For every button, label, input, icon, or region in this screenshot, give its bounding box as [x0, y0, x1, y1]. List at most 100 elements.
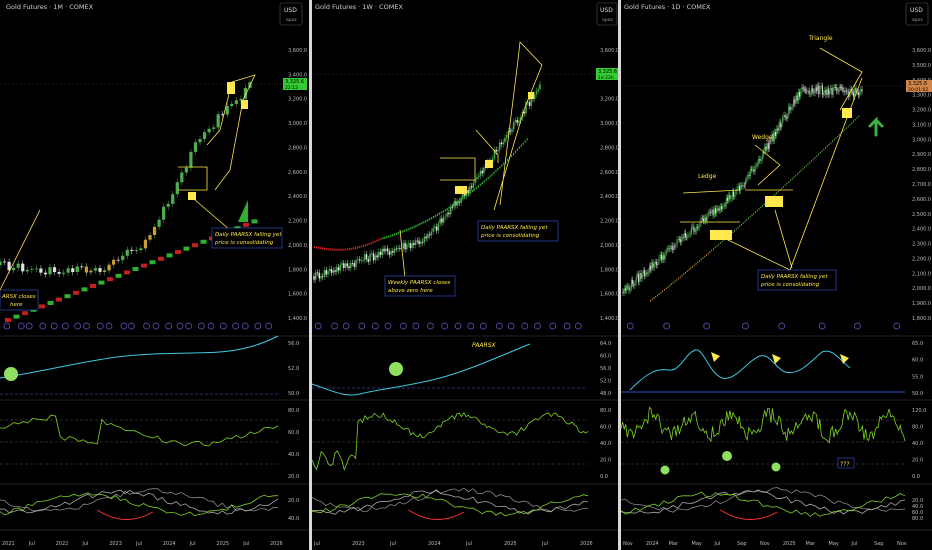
osc2-axis[interactable]: 120.0 80.0 40.0 20.0 0.0: [912, 408, 926, 480]
trail-step: [751, 214, 753, 217]
osc3-axis[interactable]: 20.040.060.080.0: [912, 498, 923, 522]
event-icon[interactable]: [384, 322, 392, 330]
candle: [706, 215, 708, 222]
event-icon[interactable]: [574, 322, 582, 330]
event-icon[interactable]: [265, 322, 273, 330]
event-icon[interactable]: [441, 322, 449, 330]
candle: [653, 264, 655, 268]
trail-step: [826, 145, 828, 148]
event-icon[interactable]: [854, 322, 861, 330]
marker: [485, 160, 493, 168]
event-icon[interactable]: [495, 322, 503, 330]
event-icon[interactable]: [254, 322, 262, 330]
price-axis[interactable]: 3,600.03,400.03,200.03,000.02,800.02,600…: [600, 48, 619, 322]
event-icon[interactable]: [198, 322, 205, 330]
trail-step: [758, 208, 760, 210]
time-axis[interactable]: 2021 Jul 2022 Jul 2023 Jul 2024 Jul 2025 Jul 2026: [2, 541, 283, 547]
event-icon[interactable]: [232, 322, 239, 330]
osc1-axis[interactable]: 64.0 60.0 56.0 52.0 48.0: [600, 341, 611, 397]
time-tick-label: Nov: [760, 541, 770, 547]
currency-box[interactable]: [905, 2, 929, 26]
trail-step: [699, 260, 700, 262]
event-icon[interactable]: [83, 322, 90, 330]
candle: [769, 140, 771, 149]
event-icon[interactable]: [467, 322, 475, 330]
event-icon[interactable]: [152, 322, 160, 330]
event-icon[interactable]: [74, 322, 81, 330]
event-icon[interactable]: [412, 322, 420, 330]
candle: [638, 274, 640, 283]
price-label-time: 20:01:02: [908, 87, 928, 93]
event-markers[interactable]: [626, 322, 901, 330]
trail-step: [115, 273, 122, 278]
event-icon[interactable]: [454, 322, 462, 330]
event-icon[interactable]: [120, 322, 128, 330]
time-axis[interactable]: Nov 2024 Mar May Jul Sep Nov 2025 Mar May Jul Sep No…: [623, 541, 907, 547]
event-icon[interactable]: [400, 322, 407, 330]
price-axis[interactable]: 3,600.03,500.03,400.03,300.03,200.03,100…: [912, 48, 931, 322]
time-axis[interactable]: Jul 2023 Jul 2024 Jul 2025 Jul 2026: [313, 541, 593, 547]
event-icon[interactable]: [331, 322, 338, 330]
candle: [334, 270, 336, 272]
event-icon[interactable]: [50, 322, 58, 330]
event-icon[interactable]: [479, 322, 487, 330]
weekly-panel[interactable]: Gold Futures · 1W · COMEX USD apoz 3,600…: [311, 2, 619, 547]
event-icon[interactable]: [534, 322, 541, 330]
currency-box[interactable]: [596, 2, 618, 26]
event-icon[interactable]: [96, 322, 104, 330]
candle: [657, 262, 659, 266]
event-icon[interactable]: [626, 322, 634, 330]
event-icon[interactable]: [342, 322, 350, 330]
daily-panel[interactable]: Gold Futures · 1D · COMEX USD apoz 3,600…: [620, 2, 932, 547]
trail-step: [413, 225, 415, 228]
event-icon[interactable]: [507, 322, 515, 330]
event-icon[interactable]: [663, 322, 671, 330]
event-icon[interactable]: [62, 322, 69, 330]
event-icon[interactable]: [549, 322, 557, 330]
event-icon[interactable]: [25, 322, 33, 330]
candle: [21, 263, 25, 272]
time-tick-label: Mar: [669, 541, 679, 547]
event-icon[interactable]: [165, 322, 172, 330]
event-icon[interactable]: [521, 322, 529, 330]
candle: [702, 218, 704, 221]
event-icon[interactable]: [241, 322, 249, 330]
event-icon[interactable]: [818, 322, 826, 330]
monthly-panel[interactable]: Gold Futures · 1M · COMEX USD apoz 3,600…: [0, 2, 309, 547]
trend-dip: [97, 509, 154, 520]
event-icon[interactable]: [176, 322, 184, 330]
osc1-axis[interactable]: 56.0 52.0 50.0: [288, 341, 299, 397]
candle: [107, 264, 111, 271]
event-icon[interactable]: [427, 322, 434, 330]
event-icon[interactable]: [17, 322, 25, 330]
event-icon[interactable]: [143, 322, 150, 330]
event-markers[interactable]: [314, 322, 582, 330]
event-icon[interactable]: [39, 322, 47, 330]
event-icon[interactable]: [220, 322, 227, 330]
osc1-axis[interactable]: 65.0 60.0 55.0 50.0: [912, 341, 923, 397]
event-icon[interactable]: [703, 322, 711, 330]
event-icon[interactable]: [563, 322, 571, 330]
event-icon[interactable]: [128, 322, 135, 330]
trail-step: [464, 195, 466, 199]
event-icon[interactable]: [358, 322, 366, 330]
event-icon[interactable]: [185, 322, 192, 330]
peak-marker: [711, 352, 720, 362]
event-icon[interactable]: [371, 322, 379, 330]
osc3-axis[interactable]: 20.0 40.0: [288, 498, 299, 522]
panel-divider[interactable]: [618, 0, 621, 550]
event-icon[interactable]: [3, 322, 11, 330]
candle: [372, 253, 375, 261]
event-icon[interactable]: [893, 322, 901, 330]
currency-box[interactable]: [279, 2, 303, 26]
price-axis[interactable]: 3,600.03,400.03,200.03,000.02,800.02,600…: [288, 48, 307, 322]
event-icon[interactable]: [105, 322, 113, 330]
event-icon[interactable]: [778, 322, 786, 330]
event-markers[interactable]: [3, 322, 273, 330]
osc2-axis[interactable]: 80.0 60.0 40.0 20.0: [288, 408, 299, 480]
osc2-axis[interactable]: 80.0 60.0 40.0 20.0 0.0: [600, 408, 611, 480]
event-icon[interactable]: [314, 322, 322, 330]
event-icon[interactable]: [207, 322, 215, 330]
panel-divider[interactable]: [309, 0, 312, 550]
event-icon[interactable]: [742, 322, 749, 330]
